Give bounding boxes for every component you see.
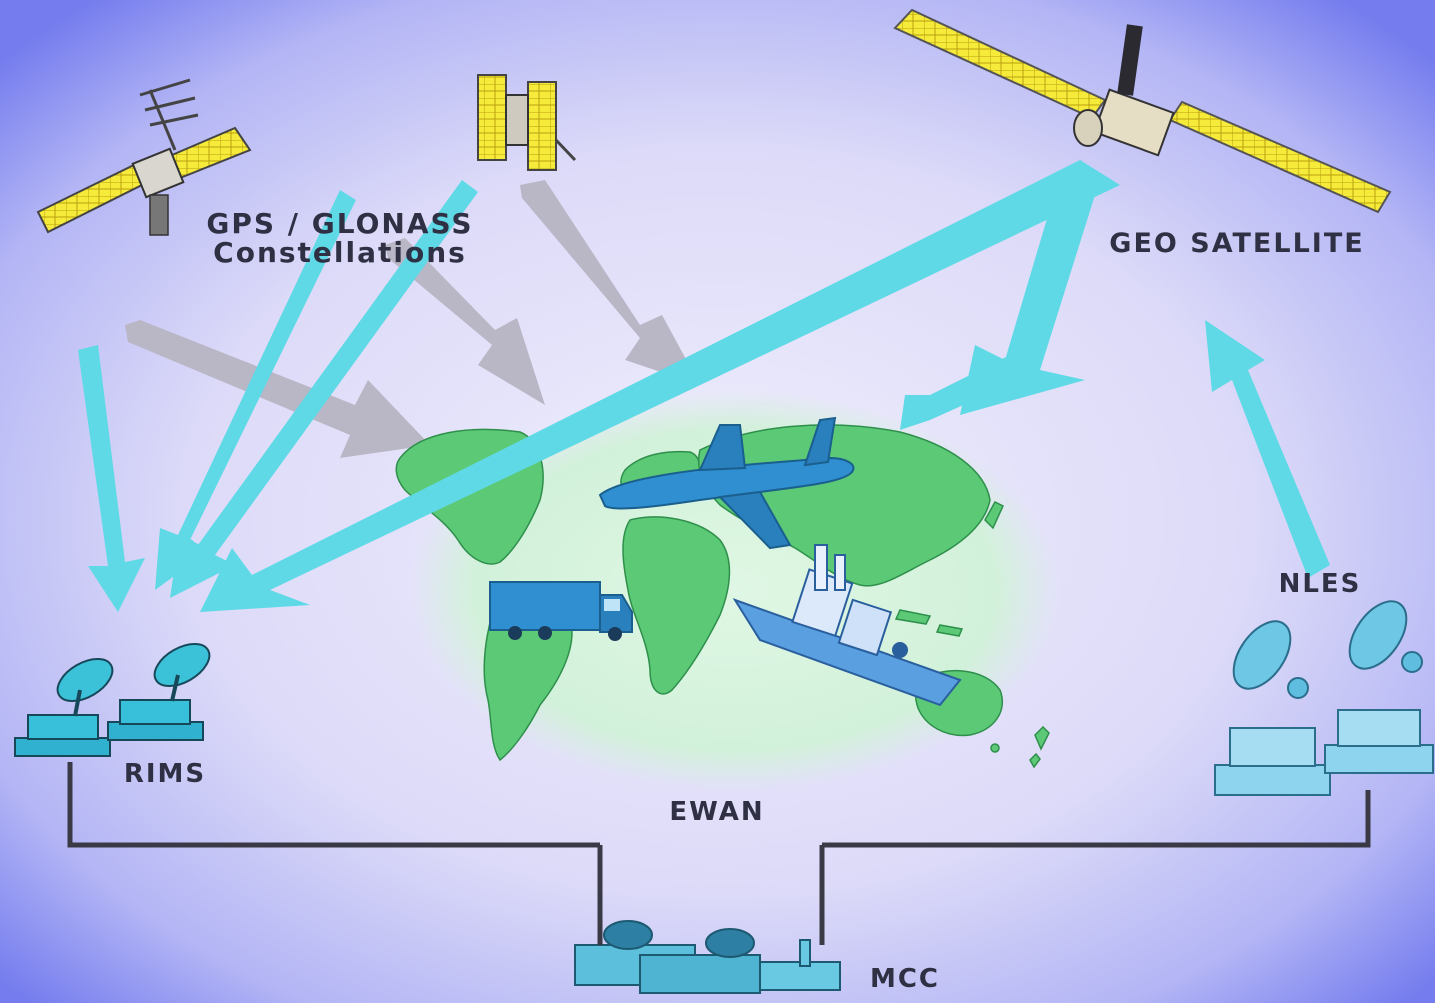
cyan-arrow-geo-broadcast	[900, 355, 1030, 430]
truck-icon	[489, 581, 633, 641]
ewan-network	[67, 762, 1371, 945]
cyan-arrow-rims-2	[155, 190, 356, 590]
mcc-building-icon	[574, 920, 841, 994]
ranging-arrows	[125, 180, 700, 458]
gps-glonass-label: GPS / GLONASS	[206, 207, 473, 240]
rims-station-icon	[14, 642, 211, 757]
japan-islands	[984, 501, 1004, 530]
cyan-arrow-rims-1	[78, 345, 145, 612]
cyan-arrow-geo-to-users	[960, 175, 1095, 415]
cyan-arrow-geo-to-rims	[200, 160, 1120, 612]
pacific-islet	[990, 743, 1000, 753]
geo-satellite-icon	[893, 8, 1392, 214]
glonass-satellite-icon	[477, 74, 577, 171]
ewan-label: EWAN	[669, 797, 764, 827]
ewan-line-left	[67, 762, 600, 848]
nles-label: NLES	[1279, 569, 1362, 599]
africa	[622, 516, 731, 695]
airplane-icon	[598, 416, 855, 550]
signal-arrows	[78, 160, 1330, 612]
cyan-arrow-nles-to-geo	[1205, 320, 1330, 578]
new-zealand	[1029, 725, 1050, 769]
ewan-line-right	[822, 790, 1371, 848]
nles-station-icon	[1214, 600, 1434, 796]
cyan-arrow-rims-3	[170, 180, 478, 598]
constellations-label: Constellations	[213, 236, 467, 269]
gray-arrow-3	[520, 180, 700, 385]
ship-icon	[732, 544, 962, 707]
mcc-label: MCC	[870, 964, 940, 994]
gray-arrow-2	[385, 238, 545, 405]
gps-satellite-icon	[36, 78, 252, 236]
rims-label: RIMS	[124, 759, 206, 789]
gray-arrow-1	[125, 320, 430, 458]
geo-satellite-label: GEO SATELLITE	[1109, 228, 1364, 259]
indonesia-islands	[894, 609, 964, 637]
